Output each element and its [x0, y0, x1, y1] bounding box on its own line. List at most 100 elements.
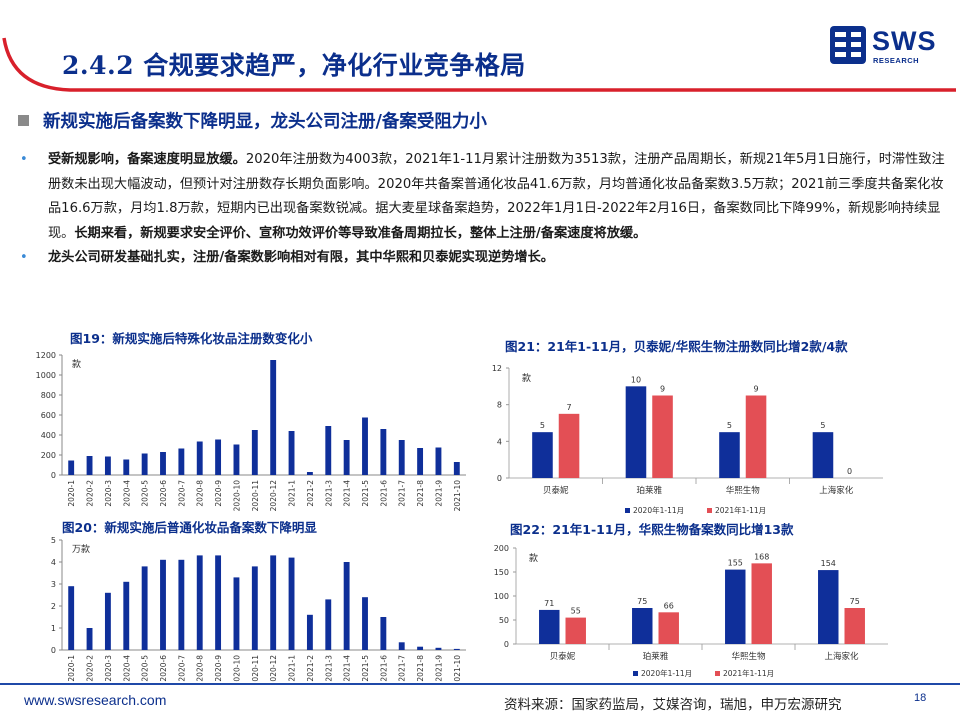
x-tick-label: 2020-2: [86, 655, 95, 682]
bar: [160, 452, 166, 475]
x-tick-label: 2021-9: [434, 655, 443, 682]
x-tick-label: 2020-7: [177, 655, 186, 682]
bar: [325, 426, 332, 475]
x-tick-label: 2020-9: [214, 655, 223, 682]
x-tick-label: 2020-11: [251, 480, 260, 512]
bullet-item-2: • 龙头公司研发基础扎实，注册/备案数影响相对有限，其中华熙和贝泰妮实现逆势增长…: [20, 246, 952, 271]
data-label: 168: [754, 552, 769, 561]
x-tick-label: 2021-8: [416, 480, 425, 507]
y-tick-label: 200: [494, 544, 509, 553]
data-label: 10: [631, 375, 641, 384]
bar: [435, 447, 442, 475]
x-tick-label: 2021-2: [306, 480, 315, 507]
y-tick-label: 50: [499, 616, 509, 625]
logo-text: SWS: [872, 26, 937, 56]
fig20-title: 图20：新规实施后普通化妆品备案数下降明显: [62, 520, 317, 535]
legend-swatch: [707, 508, 712, 513]
y-tick-label: 1000: [36, 371, 56, 380]
bar: [343, 440, 350, 475]
x-tick-label: 2021-3: [324, 480, 333, 507]
bar: [270, 555, 277, 650]
fig19-title: 图19：新规实施后特殊化妆品注册数变化小: [70, 331, 313, 346]
bar: [251, 430, 258, 475]
bar: [532, 432, 553, 478]
y-tick-label: 4: [497, 437, 502, 446]
y-tick-label: 3: [51, 580, 56, 589]
legend-label: 2021年1-11月: [715, 505, 766, 515]
unit-label: 款: [72, 358, 81, 370]
footer-divider: [0, 683, 960, 685]
page-title: 2.4.2 合规要求趋严，净化行业竞争格局: [62, 51, 526, 80]
x-tick-label: 2020-6: [159, 655, 168, 682]
fig19-chart: 0 200 400 600 800 1000 1200 款 2020-1 2020-2 2020-3…: [36, 351, 466, 512]
bar: [745, 395, 767, 478]
bar: [251, 566, 258, 650]
sws-logo-icon: [830, 26, 866, 64]
x-tick-label: 2020-8: [196, 480, 205, 507]
x-tick-label: 2021-4: [343, 480, 352, 507]
x-tick-label: 2020-10: [232, 655, 241, 682]
bar: [160, 559, 166, 650]
bar: [818, 570, 839, 644]
x-tick-label: 上海家化: [824, 651, 859, 662]
y-tick-label: 1200: [36, 351, 56, 360]
fig22-title: 图22：21年1-11月，华熙生物备案数同比增13款: [510, 522, 794, 537]
x-tick-label: 2020-5: [141, 655, 150, 682]
bar: [86, 628, 93, 650]
x-tick-label: 2021-1: [288, 480, 297, 507]
bar: [68, 460, 75, 475]
data-label: 5: [727, 421, 732, 430]
y-tick-label: 150: [494, 568, 509, 577]
x-tick-label: 2021-2: [306, 655, 315, 682]
fig20-chart: 0 1 2 3 4 5 万款 2020-1 2020-2 2020-3 2020-4 2020-5 20…: [51, 536, 466, 682]
y-tick-label: 400: [41, 431, 56, 440]
y-tick-label: 4: [51, 558, 56, 567]
data-label: 155: [728, 559, 743, 568]
bar: [233, 444, 240, 475]
x-tick-label: 2020-4: [122, 480, 131, 507]
fig21-chart: 0 4 8 12 款 5 7 贝泰妮 10 9 珀莱雅 5 9 华熙生物 5 0 上海家化 2020年1-11月 2…: [492, 364, 883, 515]
bar: [362, 417, 368, 475]
x-tick-label: 华熙生物: [726, 485, 761, 496]
subtitle-text: 新规实施后备案数下降明显，龙头公司注册/备案受阻力小: [43, 112, 487, 132]
bar: [539, 609, 560, 644]
bar: [215, 555, 222, 650]
y-tick-label: 0: [504, 640, 509, 649]
data-label: 75: [637, 597, 647, 606]
y-tick-label: 5: [51, 536, 56, 545]
legend-label: 2021年1-11月: [723, 668, 774, 678]
x-tick-label: 2020-11: [251, 655, 260, 682]
legend-label: 2020年1-11月: [641, 668, 692, 678]
bar: [558, 413, 580, 478]
bar: [196, 441, 203, 475]
bar: [233, 577, 240, 650]
bar: [435, 647, 442, 650]
legend-swatch: [715, 671, 720, 676]
bar: [288, 557, 295, 650]
bar: [123, 581, 130, 650]
x-tick-label: 贝泰妮: [543, 485, 569, 496]
x-tick-label: 2020-8: [196, 655, 205, 682]
x-tick-label: 2021-5: [361, 655, 370, 682]
data-label: 0: [847, 467, 852, 476]
y-tick-label: 100: [494, 592, 509, 601]
bar: [398, 440, 405, 475]
x-tick-label: 2020-5: [141, 480, 150, 507]
bar: [178, 559, 185, 650]
bar: [844, 608, 865, 644]
x-tick-label: 2020-7: [177, 480, 186, 507]
bar: [398, 642, 405, 650]
x-tick-label: 2021-9: [434, 480, 443, 507]
y-tick-label: 800: [41, 391, 56, 400]
data-label: 66: [664, 601, 674, 610]
bar: [86, 456, 93, 475]
bar: [719, 432, 740, 478]
x-tick-label: 2020-12: [269, 655, 278, 682]
bar: [453, 648, 460, 650]
bullet-dot-icon: •: [20, 152, 28, 167]
footer-url-link[interactable]: www.swsresearch.com: [24, 692, 167, 708]
bar: [215, 439, 222, 475]
y-tick-label: 1: [51, 624, 56, 633]
bullet-1-body: 2020年注册数为4003款，2021年1-11月累计注册数为3513款，注册产…: [48, 152, 945, 241]
unit-label: 万款: [72, 543, 90, 555]
